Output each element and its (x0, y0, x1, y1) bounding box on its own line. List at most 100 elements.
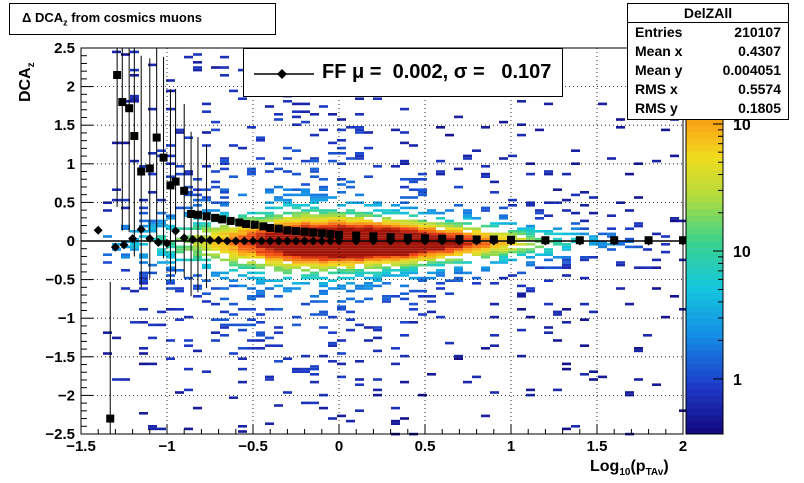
heatmap-cell (463, 248, 472, 251)
heatmap-cell (274, 219, 283, 223)
heatmap-cell (166, 357, 175, 360)
heatmap-cell (202, 102, 211, 106)
heatmap-cell (256, 219, 265, 223)
heatmap-cell (238, 323, 247, 327)
heatmap-cell (310, 258, 319, 262)
heatmap-cell (400, 131, 409, 134)
heatmap-cell (292, 253, 301, 256)
heatmap-cell (292, 266, 301, 269)
heatmap-cell (481, 237, 490, 241)
heatmap-cell (562, 367, 571, 371)
heatmap-cell (517, 354, 526, 358)
heatmap-cell (517, 123, 526, 126)
heatmap-cell (481, 206, 490, 210)
heatmap-cell (283, 211, 292, 215)
heatmap-cell (265, 170, 274, 173)
heatmap-cell (409, 289, 418, 293)
heatmap-cell (283, 271, 292, 275)
colorbar-segment (686, 421, 723, 429)
heatmap-cell (319, 393, 328, 397)
heatmap-cell (193, 349, 202, 353)
heatmap-cell (121, 378, 130, 381)
heatmap-cell (409, 321, 418, 324)
heatmap-cell (337, 305, 346, 308)
heatmap-cell (274, 245, 283, 249)
heatmap-cell (355, 271, 364, 275)
heatmap-cell (220, 243, 229, 246)
heatmap-cell (337, 178, 346, 181)
heatmap-cell (337, 219, 346, 223)
colorbar-segment (686, 183, 723, 191)
heatmap-cell (346, 219, 355, 223)
heatmap-cell (643, 334, 652, 337)
heatmap-cell (472, 232, 481, 236)
heatmap-cell (211, 253, 220, 256)
heatmap-cell (427, 295, 436, 298)
heatmap-cell (427, 248, 436, 251)
heatmap-cell (463, 214, 472, 217)
heatmap-cell (463, 217, 472, 220)
heatmap-cell (283, 224, 292, 228)
heatmap-cell (319, 266, 328, 269)
heatmap-cell (157, 427, 166, 431)
x-tick-label: −1 (158, 438, 175, 455)
heatmap-cell (139, 412, 148, 415)
heatmap-cell (526, 250, 535, 254)
heatmap-cell (544, 248, 553, 251)
heatmap-cell (265, 378, 274, 381)
heatmap-cell (274, 295, 283, 298)
heatmap-cell (373, 279, 382, 282)
heatmap-cell (481, 266, 490, 269)
heatmap-cell (328, 248, 337, 251)
heatmap-cell (346, 289, 355, 293)
heatmap-cell (373, 214, 382, 217)
colorbar-segment (686, 266, 723, 274)
heatmap-cell (256, 136, 265, 139)
chart-title-box: Δ DCAz from cosmics muons (9, 3, 276, 35)
heatmap-cell (139, 276, 148, 280)
y-tick-label: 2 (67, 79, 75, 96)
heatmap-cell (364, 297, 373, 301)
heatmap-cell (337, 217, 346, 220)
heatmap-cell (463, 380, 472, 384)
fit-point (472, 236, 482, 246)
heatmap-cell (499, 261, 508, 264)
heatmap-cell (121, 53, 130, 56)
heatmap-cell (481, 175, 490, 178)
heatmap-cell (445, 235, 454, 238)
heatmap-cell (535, 230, 544, 233)
mean-point (118, 98, 127, 107)
heatmap-cell (274, 206, 283, 210)
heatmap-cell (409, 214, 418, 217)
heatmap-cell (148, 227, 157, 230)
heatmap-cell (130, 289, 139, 293)
heatmap-cell (238, 328, 247, 332)
heatmap-cell (265, 250, 274, 254)
heatmap-cell (337, 300, 346, 303)
heatmap-cell (292, 224, 301, 228)
heatmap-cell (274, 344, 283, 347)
heatmap-cell (337, 287, 346, 290)
heatmap-cell (346, 282, 355, 285)
heatmap-cell (283, 157, 292, 160)
heatmap-cell (607, 227, 616, 230)
heatmap-cell (589, 235, 598, 238)
fit-point (282, 236, 292, 246)
heatmap-cell (346, 185, 355, 189)
stats-row-entries: Entries 210107 (635, 24, 781, 40)
heatmap-cell (391, 250, 400, 254)
heatmap-cell (544, 250, 553, 254)
mean-point (180, 186, 189, 195)
heatmap-cell (454, 185, 463, 189)
heatmap-cell (283, 391, 292, 394)
fit-point (222, 236, 232, 246)
mean-point (326, 230, 335, 239)
colorbar-segment (686, 356, 723, 364)
heatmap-cell (463, 243, 472, 246)
heatmap-cell (310, 222, 319, 225)
heatmap-cell (328, 279, 337, 282)
heatmap-cell (292, 261, 301, 264)
fit-point (93, 225, 103, 235)
heatmap-cell (274, 269, 283, 272)
heatmap-cell (256, 271, 265, 275)
